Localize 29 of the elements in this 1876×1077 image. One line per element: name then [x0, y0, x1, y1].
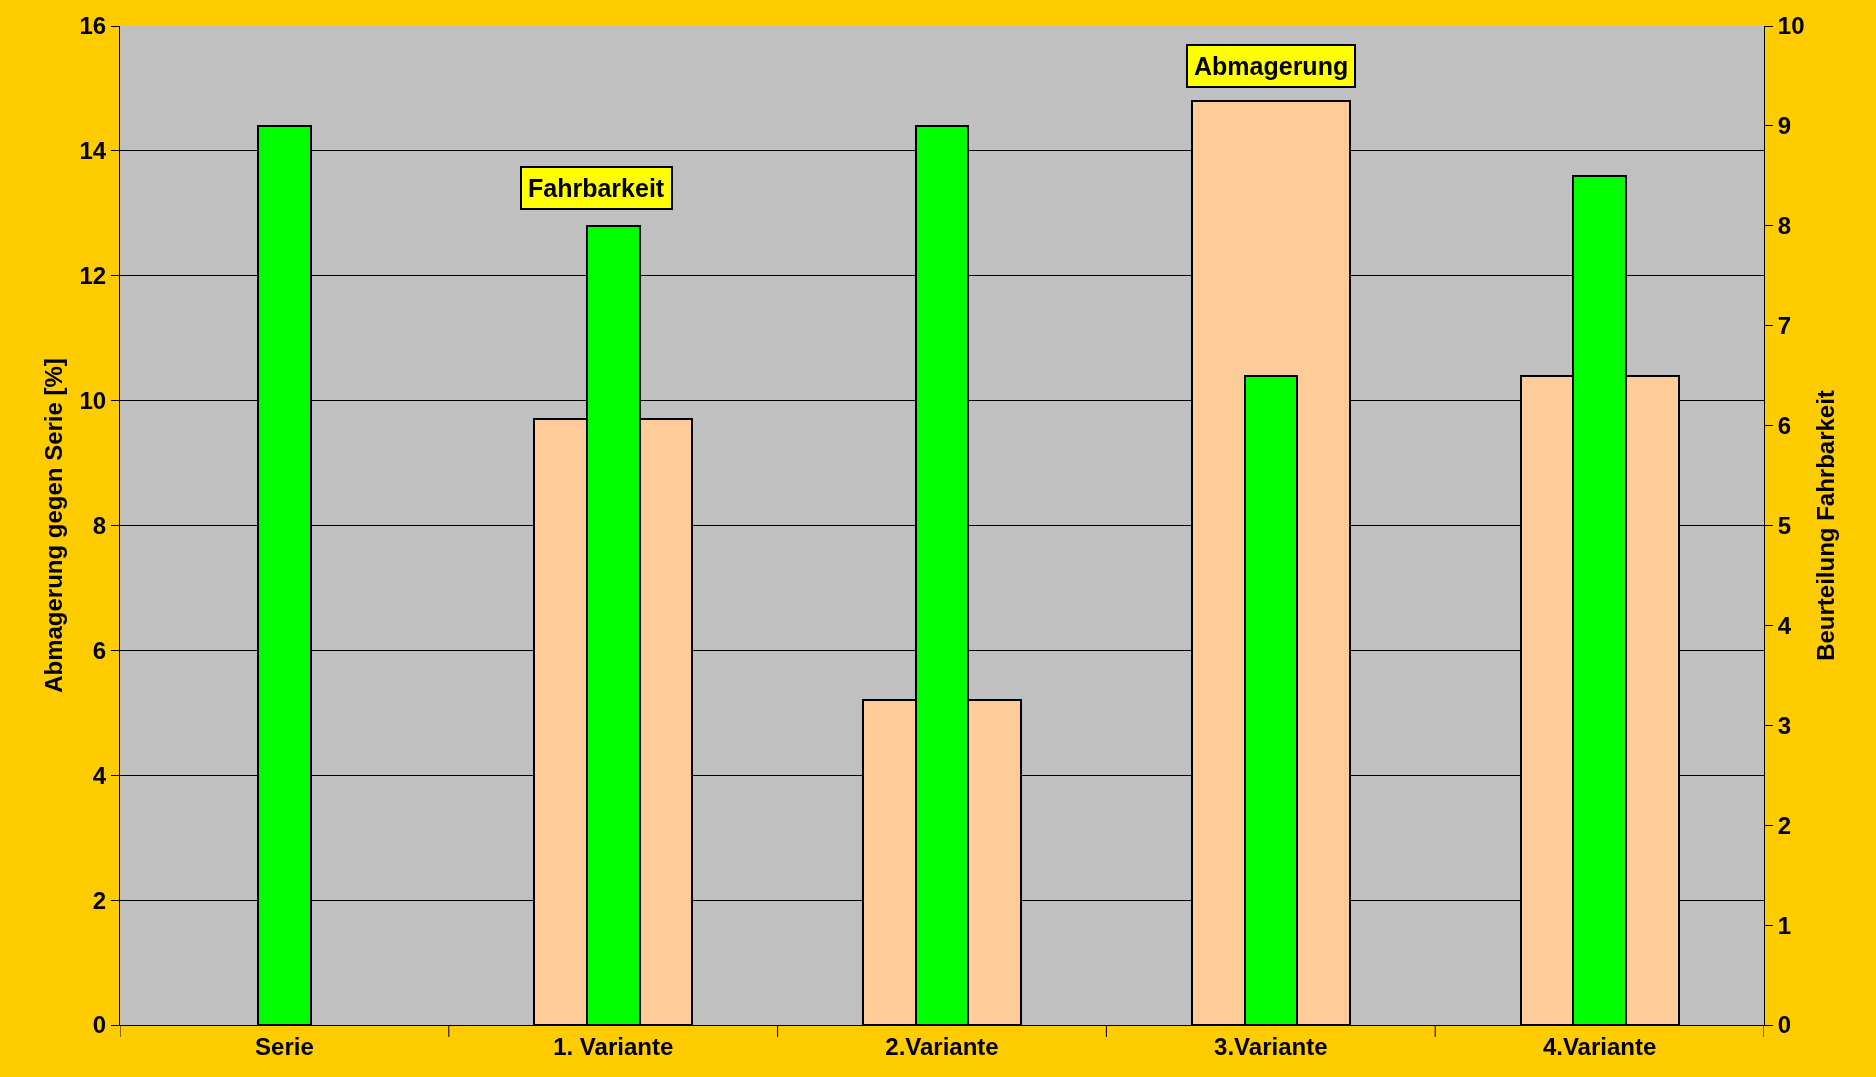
y2-tick-label: 4 — [1777, 611, 1792, 639]
y-tick-label: 12 — [79, 262, 107, 290]
y2-tick-label: 8 — [1777, 212, 1792, 240]
y-tick-label: 8 — [92, 511, 107, 539]
y2-tick-label: 7 — [1777, 312, 1792, 340]
y-tick-label: 2 — [92, 886, 107, 914]
annotation: Abmagerung — [1194, 52, 1349, 80]
y2-tick-label: 10 — [1777, 12, 1805, 40]
y2-tick-label: 2 — [1777, 811, 1792, 839]
y-tick-label: 10 — [79, 387, 107, 415]
y2-tick-label: 6 — [1777, 412, 1792, 439]
y2-tick-label: 0 — [1777, 1011, 1792, 1039]
y-tick-label: 16 — [79, 12, 107, 40]
x-tick-label: 4.Variante — [1542, 1032, 1657, 1060]
x-tick-label: 2.Variante — [885, 1032, 999, 1060]
x-tick-label: Serie — [255, 1032, 314, 1060]
x-tick-label: 1. Variante — [553, 1032, 674, 1060]
y2-tick-label: 9 — [1777, 112, 1792, 140]
y-tick-label: 4 — [92, 761, 107, 789]
y-axis-title: Abmagerung gegen Serie [%] — [40, 358, 67, 693]
y2-tick-label: 3 — [1777, 711, 1792, 739]
y-tick-label: 14 — [79, 137, 107, 165]
y2-axis-title: Beurteilung Fahrbarkeit — [1812, 390, 1839, 661]
y2-tick-label: 5 — [1777, 511, 1792, 539]
y-tick-label: 0 — [92, 1011, 107, 1039]
annotation: Fahrbarkeit — [528, 174, 665, 202]
x-tick-label: 3.Variante — [1214, 1032, 1328, 1060]
y-tick-label: 6 — [92, 636, 107, 664]
y2-tick-label: 1 — [1777, 911, 1792, 939]
